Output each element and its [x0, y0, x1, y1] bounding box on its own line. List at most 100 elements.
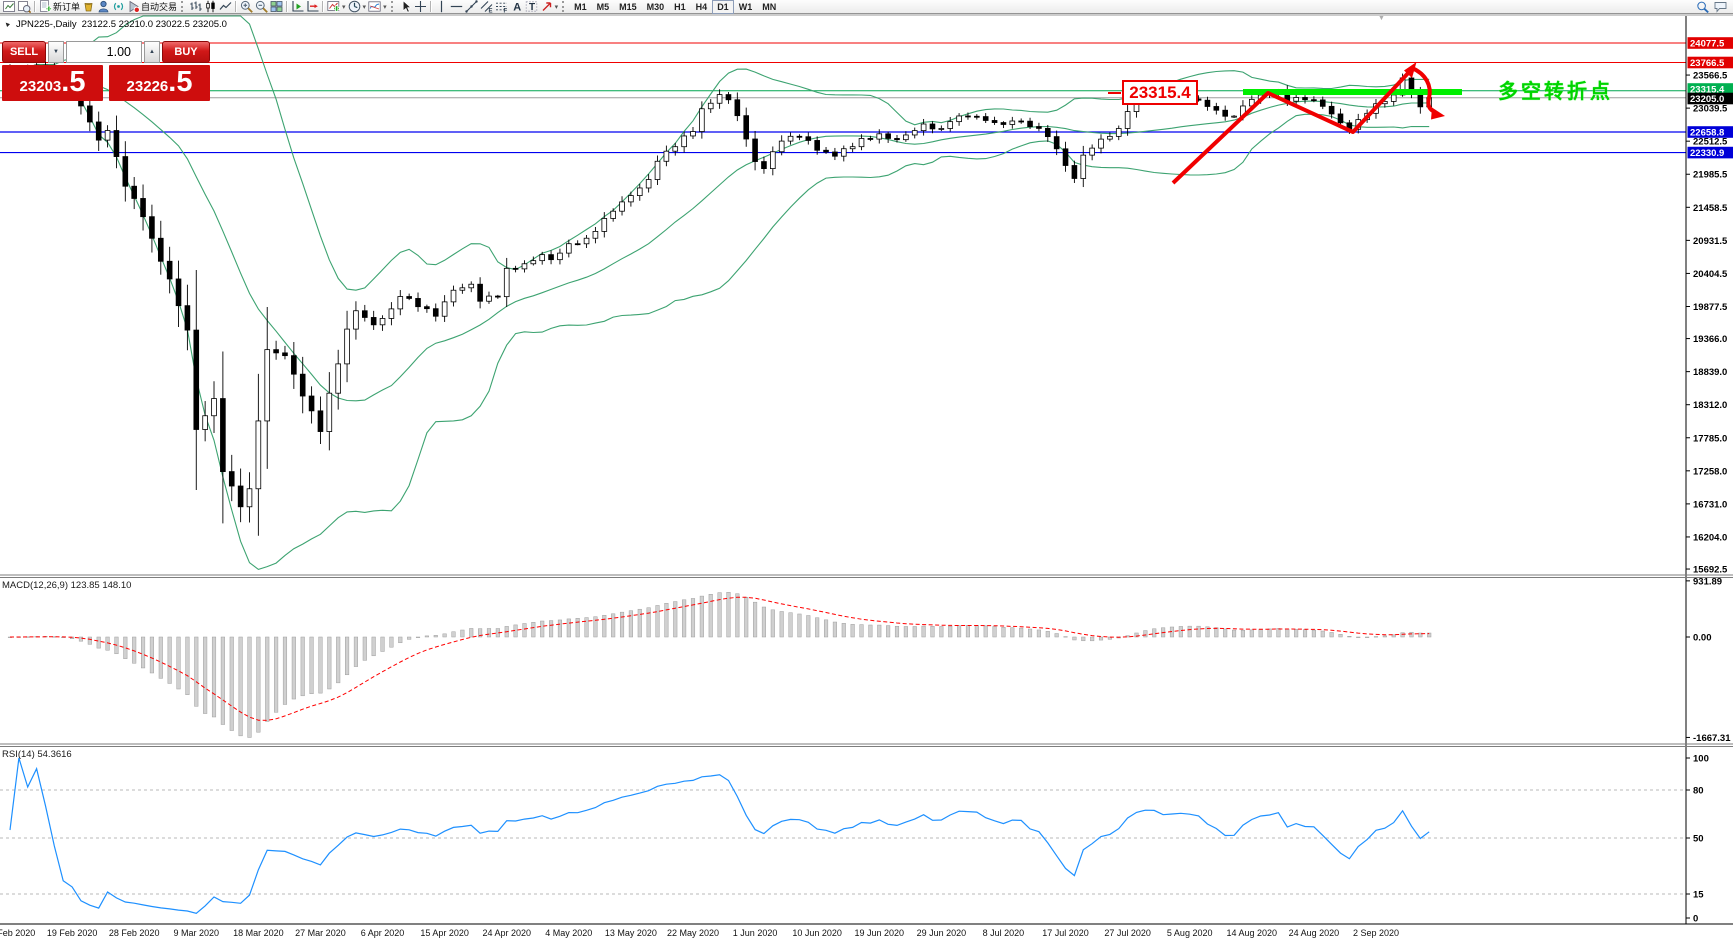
- macd-bar: [673, 601, 678, 638]
- indicators-button[interactable]: ▾: [326, 0, 347, 13]
- macd-bar: [1258, 629, 1263, 638]
- chart-shift-button[interactable]: [305, 0, 320, 13]
- volume-input[interactable]: [66, 41, 142, 63]
- bar-chart-mode-button[interactable]: [188, 0, 203, 13]
- timeframe-m5-button[interactable]: M5: [596, 1, 610, 12]
- text-label-button[interactable]: T: [524, 0, 539, 13]
- one-click-toggle-icon[interactable]: ▲: [2, 19, 13, 30]
- periods-icon: [348, 0, 360, 13]
- candle-body: [459, 287, 466, 291]
- curve-down-arrow[interactable]: [1411, 66, 1436, 114]
- pane-separators[interactable]: [0, 574, 1733, 925]
- pane-resize-handle-icon[interactable]: ▼: [1378, 15, 1385, 22]
- macd-bar: [540, 620, 545, 638]
- sell-button[interactable]: SELL: [2, 41, 46, 63]
- new-order-icon: [40, 0, 52, 12]
- macd-bar: [1178, 626, 1183, 638]
- macd-bar: [965, 625, 971, 638]
- svg-text:E: E: [488, 8, 492, 13]
- buy-price-box[interactable]: 23226.5: [109, 65, 210, 101]
- sell-price-box[interactable]: 23203.5: [2, 65, 103, 101]
- price-axis[interactable]: 23566.5 23039.5 22512.5 21985.5 21458.5 20931…: [0, 14, 1733, 924]
- timeframe-w1-button[interactable]: W1: [738, 1, 753, 12]
- accounts-button[interactable]: [96, 0, 111, 13]
- candle-body: [743, 115, 750, 140]
- fibonacci-retracement-button[interactable]: F: [494, 0, 509, 13]
- timeframe-m1-button[interactable]: M1: [574, 1, 587, 12]
- date-tick-label: 22 May 2020: [667, 928, 719, 938]
- equidistant-channel-button[interactable]: E: [479, 0, 494, 13]
- macd-bar: [664, 603, 669, 638]
- line-chart-mode-button[interactable]: [218, 0, 233, 13]
- toolbar-separator: [235, 1, 238, 12]
- price-annotation-label[interactable]: 23315.4: [1122, 80, 1198, 105]
- tile-windows-button[interactable]: [269, 0, 284, 13]
- cursor-button[interactable]: [398, 0, 413, 13]
- periods-button[interactable]: ▾: [347, 0, 368, 13]
- price-box-label: 22330.9: [1690, 148, 1724, 159]
- volume-decrease-button[interactable]: ▼: [48, 41, 64, 63]
- macd-bar: [318, 636, 323, 694]
- drawn-objects[interactable]: [1108, 62, 1462, 185]
- arrows-button[interactable]: ▾: [539, 0, 560, 13]
- macd-bar: [708, 594, 713, 638]
- auto-scroll-icon: [292, 1, 304, 12]
- auto-scroll-button[interactable]: [290, 0, 305, 13]
- candle-body: [832, 151, 838, 157]
- timeframe-mn-button[interactable]: MN: [762, 1, 777, 12]
- chat-button[interactable]: [1713, 0, 1728, 13]
- search-button[interactable]: [1695, 0, 1710, 13]
- zoom-out-button[interactable]: [254, 0, 269, 13]
- support-trendline-bar[interactable]: [1243, 89, 1462, 95]
- candle-body: [982, 116, 989, 121]
- timeframe-m15-button[interactable]: M15: [619, 1, 637, 12]
- macd-bar: [611, 613, 616, 638]
- time-axis[interactable]: 10 Feb 2020 19 Feb 2020 28 Feb 2020 9 Mar 2…: [0, 928, 1399, 938]
- macd-pane: 931.89 0.00 -1667.31: [7, 576, 1731, 744]
- price-tick-label: 16731.0: [1693, 499, 1727, 510]
- timeframe-h1-button[interactable]: H1: [674, 1, 686, 12]
- crosshair-button[interactable]: [413, 0, 428, 13]
- new-order-button[interactable]: 新订单: [38, 0, 81, 13]
- trendline-button[interactable]: [464, 0, 479, 13]
- text-button[interactable]: A: [509, 0, 524, 14]
- macd-bar: [1187, 625, 1192, 638]
- candle-body: [308, 395, 315, 412]
- timeframe-d1-button[interactable]: D1: [712, 0, 734, 14]
- candle-body: [956, 115, 962, 123]
- candlestick-mode-button[interactable]: [203, 0, 218, 13]
- candle-body: [317, 410, 324, 432]
- trend-zigzag-arrow[interactable]: [1171, 68, 1413, 185]
- macd-tick-label: 0.00: [1693, 633, 1712, 644]
- market-depth-button[interactable]: [81, 0, 96, 13]
- toolbar-separator: [429, 1, 432, 12]
- candle-body: [1089, 147, 1095, 156]
- macd-bar: [1382, 635, 1387, 638]
- note-annotation-text[interactable]: 多空转折点: [1498, 81, 1613, 103]
- buy-button[interactable]: BUY: [162, 41, 210, 63]
- horizontal-line-button[interactable]: [449, 0, 464, 13]
- macd-bar: [1356, 636, 1361, 638]
- templates-button[interactable]: ▾: [367, 0, 388, 13]
- macd-bar: [522, 623, 527, 638]
- timeframe-h4-button[interactable]: H4: [695, 1, 708, 12]
- price-box-label: 23315.4: [1690, 85, 1725, 96]
- autotrading-button[interactable]: 自动交易: [126, 0, 178, 13]
- candle-body: [663, 150, 670, 162]
- macd-bar: [593, 616, 598, 638]
- vertical-line-button[interactable]: [434, 0, 449, 13]
- volume-increase-button[interactable]: ▲: [144, 41, 160, 63]
- macd-bar: [1081, 636, 1086, 642]
- chart-caption: ▲ JPN225-,Daily 23122.5 23210.0 23022.5 …: [2, 19, 227, 30]
- date-tick-label: 2 Sep 2020: [1353, 928, 1399, 938]
- signals-button[interactable]: [111, 0, 126, 13]
- candle-body: [557, 252, 563, 261]
- macd-bar: [850, 624, 855, 638]
- print-preview-button[interactable]: [17, 0, 32, 13]
- rsi-indicator-label: RSI(14) 54.3616: [2, 749, 72, 760]
- open-chart-button[interactable]: [2, 0, 17, 13]
- price-tick-label: 18312.0: [1693, 400, 1727, 411]
- zoom-in-button[interactable]: [239, 0, 254, 13]
- timeframe-m30-button[interactable]: M30: [646, 1, 665, 12]
- price-tick-label: 15692.5: [1693, 565, 1728, 576]
